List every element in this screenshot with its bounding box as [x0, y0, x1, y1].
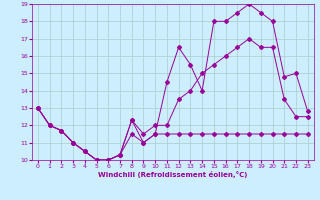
X-axis label: Windchill (Refroidissement éolien,°C): Windchill (Refroidissement éolien,°C) [98, 171, 247, 178]
